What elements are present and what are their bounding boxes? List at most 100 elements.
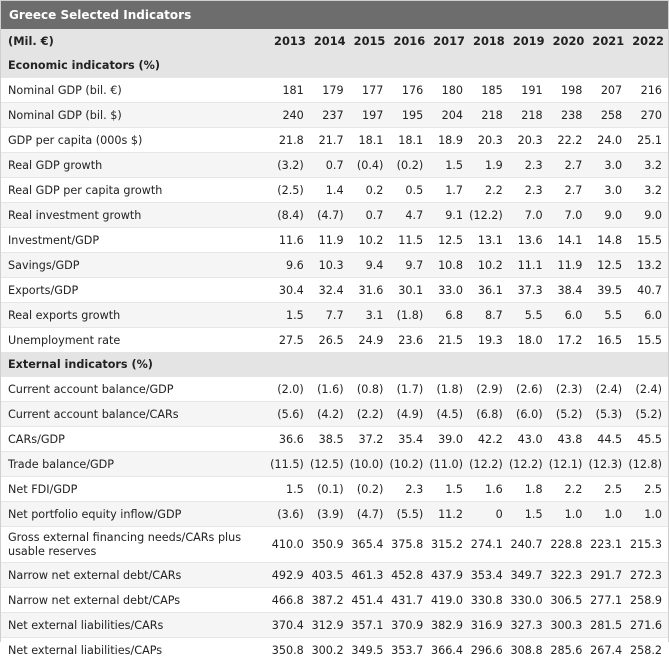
year-header: 2022 (628, 29, 668, 53)
table-cell: 281.5 (588, 613, 628, 638)
table-cell: 10.8 (429, 253, 469, 278)
table-cell: 18.1 (350, 128, 390, 153)
table-cell: 195 (389, 103, 429, 128)
table-cell: (10.2) (389, 452, 429, 477)
table-cell: 366.4 (429, 638, 469, 662)
table-cell: (12.8) (628, 452, 668, 477)
table-cell: 19.3 (469, 328, 509, 353)
table-cell: (4.7) (310, 203, 350, 228)
table-cell: 1.5 (429, 477, 469, 502)
table-cell: 43.0 (509, 427, 549, 452)
table-cell: 197 (350, 103, 390, 128)
table-cell: 1.5 (509, 502, 549, 527)
table-cell: 179 (310, 78, 350, 103)
table-cell: 24.9 (350, 328, 390, 353)
table-row: Gross external financing needs/CARs plus… (1, 527, 668, 563)
table-cell: (5.5) (389, 502, 429, 527)
table-cell: 33.0 (429, 278, 469, 303)
panel-title: Greece Selected Indicators (1, 1, 668, 29)
table-cell: (5.2) (628, 402, 668, 427)
table-cell: 1.0 (588, 502, 628, 527)
table-cell: 10.2 (469, 253, 509, 278)
table-cell: 1.5 (270, 303, 310, 328)
table-cell: 39.5 (588, 278, 628, 303)
table-cell: 350.8 (270, 638, 310, 662)
table-cell: (1.8) (429, 377, 469, 402)
table-cell: 6.8 (429, 303, 469, 328)
table-cell: 8.7 (469, 303, 509, 328)
table-cell: 7.7 (310, 303, 350, 328)
table-cell: 382.9 (429, 613, 469, 638)
table-cell: 204 (429, 103, 469, 128)
table-cell: (0.2) (350, 477, 390, 502)
table-cell: 12.5 (429, 228, 469, 253)
table-cell: 353.7 (389, 638, 429, 662)
table-cell: (0.2) (389, 153, 429, 178)
table-cell: 238 (549, 103, 589, 128)
table-cell: 44.5 (588, 427, 628, 452)
table-cell: 461.3 (350, 563, 390, 588)
table-cell: 1.5 (429, 153, 469, 178)
table-cell: 9.0 (588, 203, 628, 228)
table-cell: (5.6) (270, 402, 310, 427)
table-cell: 32.4 (310, 278, 350, 303)
year-header: 2013 (270, 29, 310, 53)
row-label: Savings/GDP (1, 253, 270, 278)
table-cell: 11.9 (310, 228, 350, 253)
table-cell: 14.1 (549, 228, 589, 253)
table-cell: (2.4) (628, 377, 668, 402)
table-cell: 9.4 (350, 253, 390, 278)
table-cell: 3.2 (628, 178, 668, 203)
row-label: Narrow net external debt/CAPs (1, 588, 270, 613)
table-cell: 3.0 (588, 153, 628, 178)
row-label: Narrow net external debt/CARs (1, 563, 270, 588)
table-cell: 218 (469, 103, 509, 128)
table-cell: 22.2 (549, 128, 589, 153)
table-cell: 11.5 (389, 228, 429, 253)
table-cell: 37.2 (350, 427, 390, 452)
table-cell: 216 (628, 78, 668, 103)
table-cell: (0.8) (350, 377, 390, 402)
table-cell: 14.8 (588, 228, 628, 253)
table-cell: 4.7 (389, 203, 429, 228)
table-cell: 9.1 (429, 203, 469, 228)
table-cell: 15.5 (628, 228, 668, 253)
row-label: Net portfolio equity inflow/GDP (1, 502, 270, 527)
row-label: Exports/GDP (1, 278, 270, 303)
table-cell: 13.6 (509, 228, 549, 253)
table-cell: 18.1 (389, 128, 429, 153)
table-cell: 18.0 (509, 328, 549, 353)
table-cell: 35.4 (389, 427, 429, 452)
section-heading: Economic indicators (%) (1, 53, 668, 78)
table-cell: (0.4) (350, 153, 390, 178)
table-cell: 15.5 (628, 328, 668, 353)
table-cell: 38.5 (310, 427, 350, 452)
table-cell: 350.9 (310, 527, 350, 563)
table-cell: 2.5 (628, 477, 668, 502)
table-cell: 1.0 (549, 502, 589, 527)
table-cell: 36.6 (270, 427, 310, 452)
table-cell: 12.5 (588, 253, 628, 278)
table-cell: 387.2 (310, 588, 350, 613)
table-cell: 306.5 (549, 588, 589, 613)
table-cell: (5.3) (588, 402, 628, 427)
table-cell: 403.5 (310, 563, 350, 588)
table-cell: (3.9) (310, 502, 350, 527)
row-label: Real investment growth (1, 203, 270, 228)
table-cell: 300.3 (549, 613, 589, 638)
table-cell: 21.7 (310, 128, 350, 153)
table-cell: 272.3 (628, 563, 668, 588)
table-cell: 267.4 (588, 638, 628, 662)
table-cell: 322.3 (549, 563, 589, 588)
table-cell: 419.0 (429, 588, 469, 613)
table-cell: 9.7 (389, 253, 429, 278)
